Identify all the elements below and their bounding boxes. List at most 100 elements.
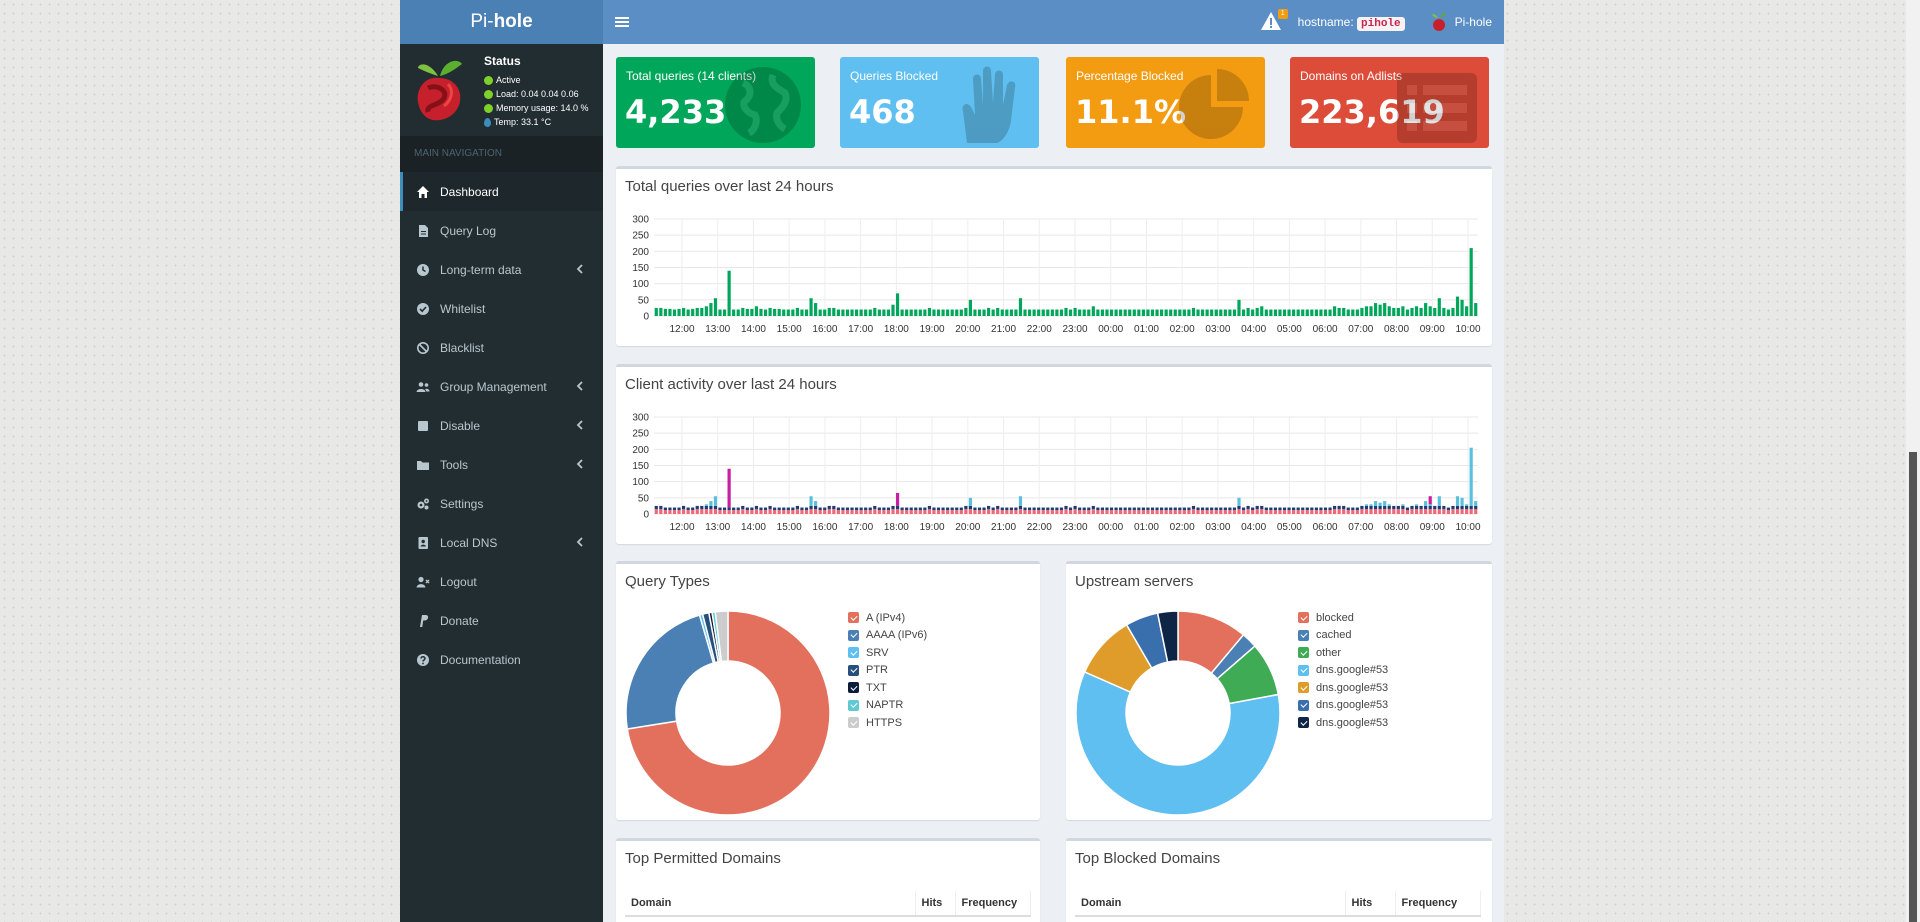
legend-item[interactable]: SRV xyxy=(848,644,927,662)
brand-logo[interactable]: Pi-hole xyxy=(400,0,603,44)
legend-checkbox-icon[interactable] xyxy=(848,682,859,694)
chart-bar xyxy=(1032,507,1036,511)
sidebar-item-long-term-data[interactable]: Long-term data xyxy=(400,250,603,289)
scrollbar-thumb[interactable] xyxy=(1909,452,1917,922)
chart-bar xyxy=(663,308,667,316)
legend-item[interactable]: TXT xyxy=(848,679,927,697)
user-menu[interactable]: Pi-hole xyxy=(1431,12,1492,32)
chart-bar xyxy=(1378,502,1382,506)
legend-label: other xyxy=(1316,646,1342,659)
top-navbar: 1 hostname: pihole Pi-hole xyxy=(603,0,1504,44)
legend-item[interactable]: dns.google#53 xyxy=(1298,662,1388,680)
donut-slice[interactable] xyxy=(626,610,831,816)
chart-bar xyxy=(1223,507,1227,511)
y-tick-label: 300 xyxy=(632,413,649,424)
column-frequency[interactable]: Frequency xyxy=(955,891,1031,917)
column-domain[interactable]: Domain xyxy=(625,891,916,917)
chart-bar xyxy=(1278,507,1282,511)
stat-box-list[interactable]: Domains on Adlists 223,619 xyxy=(1290,57,1489,148)
sidebar-item-blacklist[interactable]: Blacklist xyxy=(400,328,603,367)
legend-item[interactable]: cached xyxy=(1298,627,1388,645)
legend-item[interactable]: A (IPv4) xyxy=(848,609,927,627)
legend-item[interactable]: AAAA (IPv6) xyxy=(848,627,927,645)
chart-bar xyxy=(1078,507,1082,511)
sidebar-item-query-log[interactable]: Query Log xyxy=(400,211,603,250)
sidebar-item-settings[interactable]: Settings xyxy=(400,484,603,523)
chart-bar xyxy=(996,509,1000,514)
legend-checkbox-icon[interactable] xyxy=(1298,717,1309,729)
sidebar-item-whitelist[interactable]: Whitelist xyxy=(400,289,603,328)
sidebar-item-donate[interactable]: Donate xyxy=(400,601,603,640)
chart-bar xyxy=(1082,507,1086,511)
sidebar-item-logout[interactable]: Logout xyxy=(400,562,603,601)
chart-bar xyxy=(1059,510,1064,514)
sidebar-item-disable[interactable]: Disable xyxy=(400,406,603,445)
chart-bar xyxy=(1428,509,1432,514)
chart-bar xyxy=(1328,507,1332,511)
legend-checkbox-icon[interactable] xyxy=(848,629,859,641)
donut-slice[interactable] xyxy=(1156,610,1179,663)
stat-box-pie-chart[interactable]: Percentage Blocked 11.1% xyxy=(1066,57,1265,148)
stat-box-globe[interactable]: Total queries (14 clients) 4,233 xyxy=(616,57,815,148)
legend-item[interactable]: HTTPS xyxy=(848,714,927,732)
chart-bar xyxy=(1424,505,1428,510)
legend-checkbox-icon[interactable] xyxy=(1298,664,1309,676)
chart-bar xyxy=(1378,505,1382,510)
sidebar-item-documentation[interactable]: Documentation xyxy=(400,640,603,679)
upstream-servers-donut[interactable] xyxy=(1073,608,1283,818)
legend-checkbox-icon[interactable] xyxy=(1298,647,1309,659)
warnings-button[interactable]: 1 xyxy=(1260,9,1288,33)
page-scrollbar[interactable] xyxy=(1906,0,1920,922)
chart-bar xyxy=(814,303,818,316)
legend-checkbox-icon[interactable] xyxy=(848,647,859,659)
donut-slice[interactable] xyxy=(1075,670,1281,816)
legend-item[interactable]: other xyxy=(1298,644,1388,662)
donut-slice[interactable] xyxy=(714,610,729,663)
chart-bar xyxy=(1401,504,1405,506)
client-activity-chart[interactable]: 0 50 100 150 200 250 300 12:00 13:00 14:00 15:00 16… xyxy=(616,367,1492,544)
donut-slice[interactable] xyxy=(625,614,715,730)
query-types-donut[interactable] xyxy=(623,608,833,818)
chart-bar xyxy=(955,510,959,514)
legend-item[interactable]: blocked xyxy=(1298,609,1388,627)
legend-item[interactable]: NAPTR xyxy=(848,697,927,715)
chart-bar xyxy=(1000,507,1004,511)
chart-bar xyxy=(1314,507,1318,511)
legend-item[interactable]: dns.google#53 xyxy=(1298,714,1388,732)
chart-bar xyxy=(1014,510,1018,514)
legend-checkbox-icon[interactable] xyxy=(848,612,859,624)
legend-checkbox-icon[interactable] xyxy=(848,717,859,729)
chart-bar xyxy=(668,507,672,511)
legend-checkbox-icon[interactable] xyxy=(1298,682,1309,694)
column-domain[interactable]: Domain xyxy=(1075,891,1346,917)
chart-bar xyxy=(773,507,777,511)
sidebar-item-dashboard[interactable]: Dashboard xyxy=(400,172,603,211)
legend-checkbox-icon[interactable] xyxy=(848,664,859,676)
legend-item[interactable]: dns.google#53 xyxy=(1298,697,1388,715)
legend-checkbox-icon[interactable] xyxy=(1298,699,1309,711)
legend-checkbox-icon[interactable] xyxy=(848,699,859,711)
column-hits[interactable]: Hits xyxy=(915,891,956,917)
legend-label: TXT xyxy=(866,681,887,694)
sidebar-item-tools[interactable]: Tools xyxy=(400,445,603,484)
chart-bar xyxy=(1328,309,1332,316)
sidebar-item-local-dns[interactable]: Local DNS xyxy=(400,523,603,562)
chart-bar xyxy=(759,510,763,514)
chart-bar xyxy=(773,510,777,514)
total-queries-chart[interactable]: 0 50 100 150 200 250 300 12:00 13:00 14:00 15:00 16… xyxy=(616,169,1492,346)
x-tick-label: 15:00 xyxy=(777,522,802,533)
chart-bar xyxy=(886,510,891,514)
legend-checkbox-icon[interactable] xyxy=(1298,629,1309,641)
chart-bar xyxy=(727,510,731,514)
column-hits[interactable]: Hits xyxy=(1345,891,1396,917)
column-frequency[interactable]: Frequency xyxy=(1395,891,1481,917)
chart-bar xyxy=(1323,507,1328,511)
legend-item[interactable]: dns.google#53 xyxy=(1298,679,1388,697)
legend-checkbox-icon[interactable] xyxy=(1298,612,1309,624)
legend-item[interactable]: PTR xyxy=(848,662,927,680)
sidebar-toggle-icon[interactable] xyxy=(615,16,629,28)
chart-bar xyxy=(1073,505,1077,510)
chart-bar xyxy=(877,510,881,514)
sidebar-item-group-management[interactable]: Group Management xyxy=(400,367,603,406)
stat-box-hand[interactable]: Queries Blocked 468 xyxy=(840,57,1039,148)
